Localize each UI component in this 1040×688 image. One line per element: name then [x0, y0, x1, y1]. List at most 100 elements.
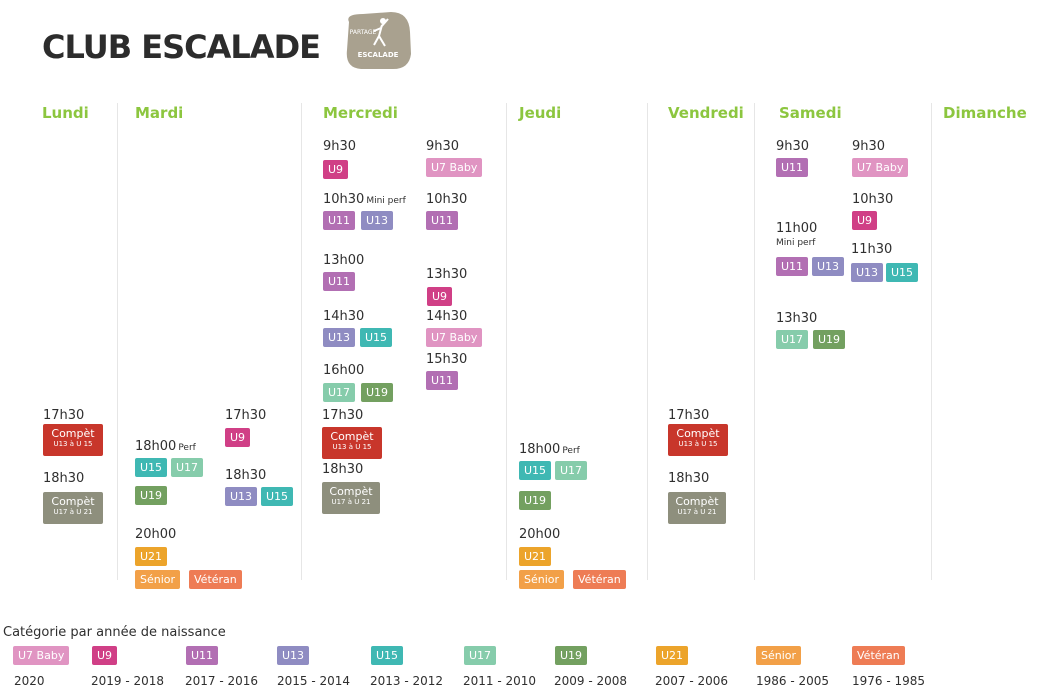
tag-u15: U15: [886, 263, 919, 282]
time-label: 13h30: [776, 311, 818, 326]
day-mardi: Mardi: [135, 104, 184, 122]
tag-u15: U15: [135, 458, 168, 477]
legend-year-u19: 2009 - 2008: [554, 674, 628, 688]
column-divider: [754, 103, 755, 580]
perf-note: Perf: [562, 446, 580, 456]
time-label: 14h30: [323, 309, 365, 324]
compet-badge: Compèt U17 à U 21: [668, 492, 726, 524]
tag-u11: U11: [426, 211, 459, 230]
compet-badge: Compèt U17 à U 21: [43, 492, 103, 524]
legend-year-u21: 2007 - 2006: [655, 674, 729, 688]
tag-u11: U11: [776, 158, 809, 177]
tag-u13: U13: [812, 257, 845, 276]
tag-u21: U21: [519, 547, 552, 566]
legend-tag-u15: U15: [371, 646, 404, 665]
day-lundi: Lundi: [42, 104, 89, 122]
tag-u9: U9: [323, 160, 349, 179]
compet-label: Compèt: [676, 427, 720, 440]
tag-u13: U13: [851, 263, 884, 282]
tag-u17: U17: [171, 458, 204, 477]
legend-year-u9: 2019 - 2018: [91, 674, 165, 688]
tag-veteran: Vétéran: [189, 570, 242, 589]
column-divider: [117, 103, 118, 580]
legend-tag-u13: U13: [277, 646, 310, 665]
time-label: 20h00: [519, 527, 561, 542]
time-label: 17h30: [668, 408, 710, 423]
tag-u19: U19: [361, 383, 394, 402]
time-label: 15h30: [426, 352, 468, 367]
tag-u19: U19: [519, 491, 552, 510]
compet-badge: Compèt U13 à U 15: [322, 427, 382, 459]
legend-year-u13: 2015 - 2014: [277, 674, 351, 688]
legend-tag-veteran: Vétéran: [852, 646, 905, 665]
legend-title: Catégorie par année de naissance: [3, 625, 226, 640]
legend-year-senior: 1986 - 2005: [756, 674, 830, 688]
time-label: 17h30: [322, 408, 364, 423]
legend-tag-u17: U17: [464, 646, 497, 665]
compet-label: Compèt: [51, 495, 95, 508]
legend-tag-u11: U11: [186, 646, 219, 665]
tag-u9: U9: [225, 428, 251, 447]
compet-badge: Compèt U13 à U 15: [668, 424, 728, 456]
legend-tag-u7-baby: U7 Baby: [13, 646, 70, 665]
page-title: CLUB ESCALADE: [42, 28, 321, 66]
column-divider: [506, 103, 507, 580]
time-label: 17h30: [225, 408, 267, 423]
time-value: 18h00: [519, 442, 561, 457]
legend-tag-u21: U21: [656, 646, 689, 665]
time-label: 18h30: [43, 471, 85, 486]
compet-range: U17 à U 21: [677, 508, 717, 516]
time-label: 18h30: [322, 462, 364, 477]
legend-tag-senior: Sénior: [756, 646, 802, 665]
time-label: 10h30: [852, 192, 894, 207]
day-mercredi: Mercredi: [323, 104, 398, 122]
tag-u19: U19: [813, 330, 846, 349]
tag-senior: Sénior: [135, 570, 181, 589]
compet-range: U13 à U 15: [678, 440, 718, 448]
tag-u11: U11: [426, 371, 459, 390]
compet-label: Compèt: [330, 430, 374, 443]
legend-year-u17: 2011 - 2010: [463, 674, 537, 688]
column-divider: [301, 103, 302, 580]
time-label: 9h30: [852, 139, 886, 154]
tag-u9: U9: [427, 287, 453, 306]
tag-senior: Sénior: [519, 570, 565, 589]
time-label: 11h00: [776, 221, 818, 236]
time-label: 20h00: [135, 527, 177, 542]
logo-text-bottom: ESCALADE: [357, 51, 399, 59]
tag-u11: U11: [323, 211, 356, 230]
day-vendredi: Vendredi: [668, 104, 744, 122]
time-label: 9h30: [776, 139, 810, 154]
tag-veteran: Vétéran: [573, 570, 626, 589]
day-jeudi: Jeudi: [519, 104, 562, 122]
time-label: 18h30: [668, 471, 710, 486]
tag-u7-baby: U7 Baby: [426, 328, 483, 347]
legend-tag-u9: U9: [92, 646, 118, 665]
time-value: 10h30: [323, 192, 365, 207]
tag-u15: U15: [519, 461, 552, 480]
tag-u15: U15: [360, 328, 393, 347]
column-divider: [647, 103, 648, 580]
compet-range: U13 à U 15: [53, 440, 93, 448]
time-label: 10h30 Mini perf: [323, 192, 406, 207]
tag-u13: U13: [361, 211, 394, 230]
tag-u17: U17: [555, 461, 588, 480]
time-label: 9h30: [426, 139, 460, 154]
legend-year-u7: 2020: [14, 674, 45, 688]
day-samedi: Samedi: [779, 104, 842, 122]
time-label: 18h00 Perf: [135, 439, 196, 454]
compet-label: Compèt: [675, 495, 719, 508]
time-label: 14h30: [426, 309, 468, 324]
column-divider: [931, 103, 932, 580]
compet-badge: Compèt U13 à U 15: [43, 424, 103, 456]
time-label: 18h30: [225, 468, 267, 483]
logo-text-top: PARTAGE: [349, 29, 377, 36]
legend-tag-u19: U19: [555, 646, 588, 665]
compet-range: U17 à U 21: [53, 508, 93, 516]
time-label: 11h30: [851, 242, 893, 257]
tag-u9: U9: [852, 211, 878, 230]
time-label: 17h30: [43, 408, 85, 423]
tag-u17: U17: [776, 330, 809, 349]
day-dimanche: Dimanche: [943, 104, 1027, 122]
tag-u11: U11: [323, 272, 356, 291]
